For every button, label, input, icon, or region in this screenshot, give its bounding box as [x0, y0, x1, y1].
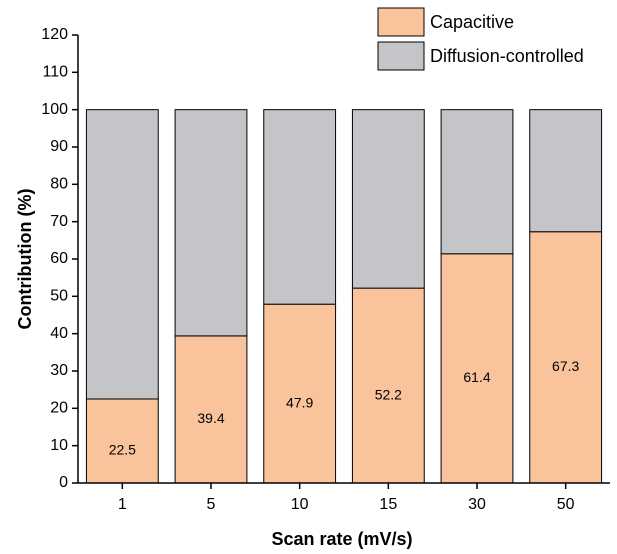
x-tick-label: 50 [557, 496, 575, 513]
y-tick-label: 110 [42, 64, 68, 81]
x-tick-label: 10 [291, 496, 309, 513]
legend-label: Diffusion-controlled [430, 46, 584, 66]
value-label: 67.3 [552, 358, 579, 374]
y-tick-label: 70 [50, 213, 68, 230]
bar-segment [174, 335, 248, 484]
bar-segment [263, 109, 337, 305]
value-label: 22.5 [109, 442, 136, 458]
legend-swatch [377, 41, 425, 71]
y-tick-label: 100 [41, 101, 68, 118]
bar-segment [440, 253, 514, 484]
y-tick-label: 10 [50, 437, 68, 454]
x-tick-label: 1 [118, 496, 127, 513]
y-tick-label: 30 [50, 362, 68, 379]
x-tick-label: 15 [379, 496, 397, 513]
y-tick-label: 60 [50, 250, 68, 267]
legend-swatch [377, 7, 425, 37]
bar-segment [351, 287, 425, 484]
y-tick-label: 120 [41, 26, 68, 43]
value-label: 52.2 [375, 386, 402, 402]
y-tick-label: 80 [50, 176, 68, 193]
bar-segment [174, 109, 248, 337]
legend-label: Capacitive [430, 12, 514, 32]
x-axis-title: Scan rate (mV/s) [271, 529, 412, 549]
x-tick-label: 30 [468, 496, 486, 513]
bar-segment [529, 109, 603, 233]
y-tick-label: 20 [50, 400, 68, 417]
x-tick-label: 5 [207, 496, 216, 513]
y-tick-label: 90 [50, 138, 68, 155]
y-axis-title: Contribution (%) [15, 189, 35, 330]
y-tick-label: 40 [50, 325, 68, 342]
y-tick-label: 50 [50, 288, 68, 305]
bar-segment [85, 109, 159, 400]
value-label: 39.4 [197, 410, 224, 426]
y-tick-label: 0 [59, 474, 68, 491]
bar-segment [440, 109, 514, 255]
value-label: 61.4 [463, 369, 490, 385]
bar-segment [85, 398, 159, 484]
bar-segment [351, 109, 425, 289]
value-label: 47.9 [286, 394, 313, 410]
